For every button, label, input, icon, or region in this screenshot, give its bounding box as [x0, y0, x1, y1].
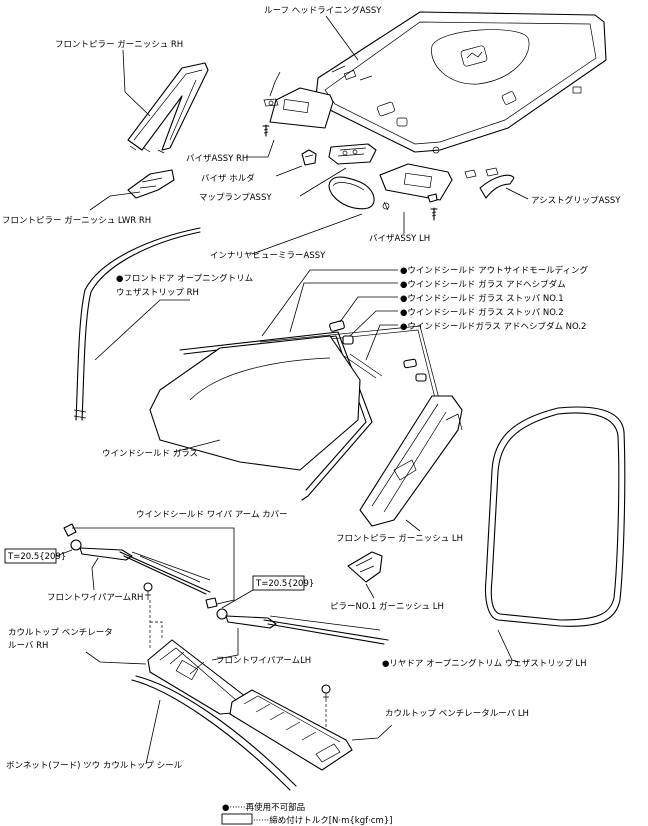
label-front-door-ws-line2: ウェザストリップ RH [116, 288, 199, 298]
label-ws-glass-dam-2: ●ウインドシールドガラス アドヘシブダム NO.2 [400, 321, 586, 332]
glass-stopper-no1 [329, 296, 417, 369]
front-pillar-garnish-lwr-rh [89, 169, 175, 211]
sun-visor-lh [379, 163, 453, 234]
wiper-arm-lh [211, 608, 389, 661]
windshield-adhesive-dam-no2 [343, 324, 398, 379]
legend-torque: ······締め付けトルク[N·m{kgf·cm}] [253, 815, 392, 826]
legend: ●······再使用不可部品 ······締め付けトルク[N·m{kgf·cm}… [221, 802, 392, 826]
rear-door-weatherstrip-lh [484, 406, 626, 663]
inner-rear-view-mirror [251, 176, 375, 255]
pillar-no1-garnish-lh [347, 551, 383, 599]
label-front-door-ws-line1: ●フロントドア オープニングトリム [116, 273, 253, 284]
label-roof-headlining: ルーフ ヘッドライニングASSY [264, 5, 382, 16]
label-map-lamp: マップランプASSY [199, 193, 272, 203]
legend-non-reusable: ●······再使用不可部品 [222, 802, 305, 813]
bonnet-to-cowl-seal [131, 675, 297, 791]
torque-box-lh [252, 575, 305, 591]
label-rear-door-ws: ●リヤドア オープニングトリム ウェザストリップ LH [382, 658, 587, 669]
wiper-arm-cover [63, 523, 235, 609]
label-visor-lh: バイザASSY LH [369, 234, 430, 244]
callout-labels: ルーフ ヘッドライニングASSY フロントピラー ガーニッシュ RH バイザAS… [2, 5, 621, 771]
label-ws-glass-dam: ●ウインドシールド ガラス アドヘシブダム [400, 279, 566, 290]
label-wiper-arm-cover: ウインドシールド ワイパ アーム カバー [136, 510, 288, 520]
label-pillar-no1-garnish: ピラーNO.1 ガーニッシュ LH [330, 601, 444, 612]
cowl-top-louver-lh [229, 689, 393, 771]
label-cowl-louver-lh: カウルトップ ベンチレータルーバ LH [385, 709, 529, 719]
label-inner-mirror: インナリヤビューミラーASSY [210, 251, 326, 261]
legend-torque-box [221, 813, 253, 825]
assist-grip [464, 167, 529, 200]
label-ws-stopper-1: ●ウインドシールド ガラス ストッパ NO.1 [400, 293, 564, 304]
label-cowl-louver-rh-line2: ルーバ RH [8, 641, 48, 651]
front-door-weatherstrip-rh [73, 227, 201, 421]
label-front-pillar-garnish-lwr-rh: フロントピラー ガーニッシュ LWR RH [2, 215, 151, 226]
label-bonnet-seal: ボンネット(フード) ツウ カウルトップ シール [6, 761, 183, 771]
label-wiper-arm-lh: フロントワイパアームLH [216, 656, 311, 666]
label-front-pillar-garnish-rh: フロントピラー ガーニッシュ RH [55, 39, 183, 50]
clip-lh [321, 684, 331, 730]
sun-visor-rh [246, 71, 334, 158]
label-visor-rh: バイザASSY RH [186, 154, 248, 164]
label-visor-holder: バイザ ホルダ [201, 173, 255, 184]
label-front-pillar-garnish-lh: フロントピラー ガーニッシュ LH [336, 533, 463, 544]
label-wiper-arm-rh: フロントワイパアームRH [47, 593, 143, 603]
label-cowl-louver-rh-line1: カウルトップ ベンチレータ [8, 628, 113, 638]
roof-headlining [315, 11, 607, 154]
label-torque-lh: T=20.5{209} [255, 579, 314, 589]
wiper-arm-rh [70, 539, 211, 595]
label-ws-outside-molding: ●ウインドシールド アウトサイドモールディング [400, 265, 589, 276]
label-ws-stopper-2: ●ウインドシールド ガラス ストッパ NO.2 [400, 307, 564, 318]
clip-rh [143, 582, 153, 650]
label-torque-rh: T=20.5{209} [7, 552, 66, 562]
front-pillar-garnish-rh [122, 49, 209, 154]
label-windshield-glass: ウインドシールド ガラス [102, 448, 198, 459]
windshield-glass [149, 335, 361, 471]
glass-stopper-no2 [342, 310, 427, 382]
front-pillar-garnish-lh [359, 395, 463, 532]
visor-holder [275, 149, 317, 177]
label-assist-grip: アシストグリップASSY [531, 195, 621, 206]
map-lamp [299, 143, 377, 197]
